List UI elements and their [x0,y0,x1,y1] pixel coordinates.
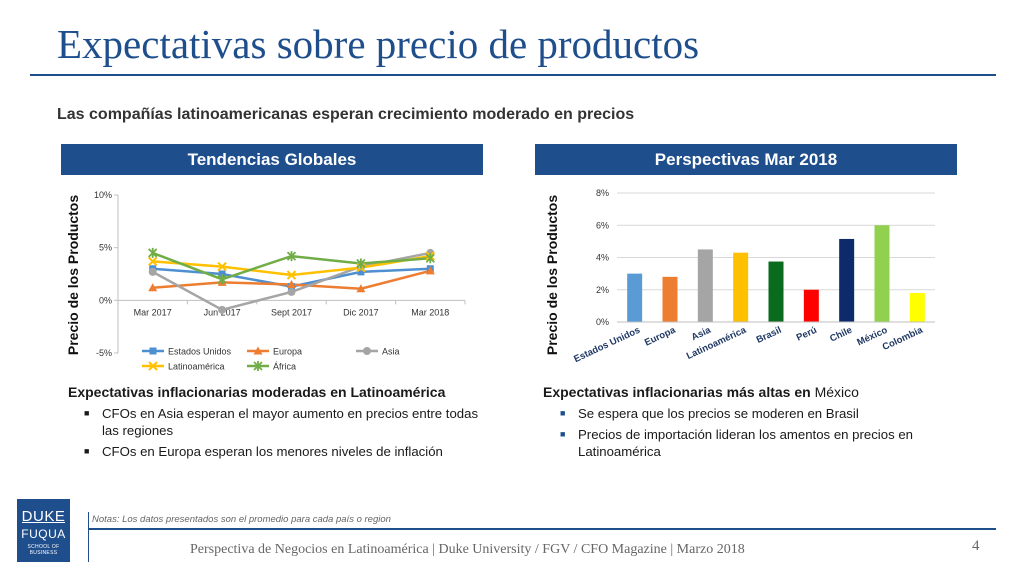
footer-vertical-divider [88,512,89,562]
bar-chart-bar [768,261,784,322]
bar-chart-category-label: Chile [828,325,854,345]
bar-chart-bar [909,292,925,322]
bar-chart-bar [627,273,643,322]
bar-chart-bar [839,238,855,322]
line-chart-point [287,287,296,296]
line-chart-point [287,280,296,289]
line-chart-point [253,361,263,371]
bar-chart-bar [803,289,819,322]
line-chart-ytick-label: 10% [94,190,112,200]
bar-chart-ylabel: Precio de los Productos [544,195,560,355]
bar-chart-bar [733,252,749,322]
line-chart-point [148,361,158,371]
bar-chart-ytick-label: 0% [596,317,609,327]
bar-chart-ytick-label: 4% [596,253,609,263]
line-chart-point [253,346,263,355]
bar-chart-ytick-label: 6% [596,220,609,230]
bar-chart: Precio de los Productos 0% 2% 4% 6% 8% Estado… [544,188,935,365]
square-bullet-icon: ■ [560,408,566,418]
bar-chart-category-label: Perú [795,325,819,344]
square-bullet-icon: ■ [84,446,90,456]
bullet-text: CFOs en Asia esperan el mayor aumento en… [102,406,479,438]
right-bullet-heading-bold: Expectativas inflacionarias más altas en [543,384,811,400]
right-bullet-list: ■ Se espera que los precios se moderen en… [556,405,956,464]
line-chart-point [286,251,297,262]
line-chart-point [217,274,227,285]
line-chart: Precio de los Productos -5% 0% 5% 10% Mar 20… [65,190,466,372]
line-chart-point [425,253,435,264]
logo-divider [22,522,65,523]
logo-line-1: DUKE [21,508,66,525]
line-chart-point [218,305,227,314]
list-item: ■ CFOs en Europa esperan los menores nive… [80,443,480,460]
footer-text: Perspectiva de Negocios en Latinoamérica… [190,542,745,557]
left-section-header: Tendencias Globales [61,144,483,175]
list-item: ■ Precios de importación lideran los amen… [556,426,956,460]
bar-chart-category-label: Brasil [755,325,784,346]
square-bullet-icon: ■ [84,408,90,418]
legend-label: Europa [273,347,302,357]
line-chart-ytick-label: 0% [99,295,112,305]
page-title: Expectativas sobre precio de productos [57,21,700,67]
legend-label: Asia [382,347,400,357]
line-chart-ytick-label: -5% [96,348,112,358]
bar-chart-ytick-label: 8% [596,188,609,198]
line-chart-point [148,267,157,276]
line-chart-point [356,258,366,269]
line-chart-point [148,283,158,292]
right-section-header: Perspectivas Mar 2018 [535,144,957,175]
line-chart-xtick-label: Mar 2018 [411,307,449,317]
list-item: ■ CFOs en Asia esperan el mayor aumento e… [80,405,480,439]
bullet-text: Precios de importación lideran los ament… [578,427,913,459]
page-subtitle: Las compañías latinoamericanas esperan c… [57,106,635,123]
bar-chart-ytick-label: 2% [596,285,609,295]
bar-chart-bar [662,276,678,322]
right-bullet-heading-light: México [810,384,859,400]
footer-divider [88,528,996,530]
bar-chart-category-label: Europa [643,324,678,348]
line-chart-point [356,284,366,293]
right-bullet-heading: Expectativas inflacionarias más altas en… [543,384,859,400]
logo-line-2: FUQUA [21,527,66,541]
line-chart-point [363,347,371,355]
left-bullet-list: ■ CFOs en Asia esperan el mayor aumento e… [80,405,480,464]
line-chart-xtick-label: Mar 2017 [134,307,172,317]
left-bullet-heading: Expectativas inflacionarias moderadas en… [68,384,446,400]
list-item: ■ Se espera que los precios se moderen en… [556,405,956,422]
bullet-text: CFOs en Europa esperan los menores nivel… [102,444,443,459]
logo-line-3: SCHOOL OF BUSINESS [27,544,60,556]
title-divider [30,74,996,76]
line-chart-point [357,268,365,276]
legend-label: Latinoamérica [168,362,225,372]
square-bullet-icon: ■ [560,429,566,439]
bar-chart-category-label: Colombia [881,324,926,353]
bar-chart-category-label: Estados Unidos [572,325,642,365]
legend-label: África [273,362,296,372]
bullet-text: Se espera que los precios se moderen en … [578,406,859,421]
legend-label: Estados Unidos [168,347,232,357]
line-chart-point [425,266,435,275]
notes-text: Notas: Los datos presentados son el prom… [92,514,391,525]
line-chart-ylabel: Precio de los Productos [65,195,81,355]
bar-chart-bar [874,225,890,322]
bar-chart-bar [697,249,713,322]
line-chart-xtick-label: Sept 2017 [271,307,312,317]
duke-fuqua-logo: DUKE FUQUA SCHOOL OF BUSINESS [17,499,70,562]
line-chart-point [147,256,158,267]
line-chart-point [217,261,227,272]
line-chart-point [218,270,226,278]
line-chart-point [286,270,297,280]
line-chart-xtick-label: Dic 2017 [343,307,379,317]
line-chart-point [149,347,157,355]
line-chart-point [148,247,158,258]
line-chart-ytick-label: 5% [99,243,112,253]
page-number: 4 [972,538,980,554]
